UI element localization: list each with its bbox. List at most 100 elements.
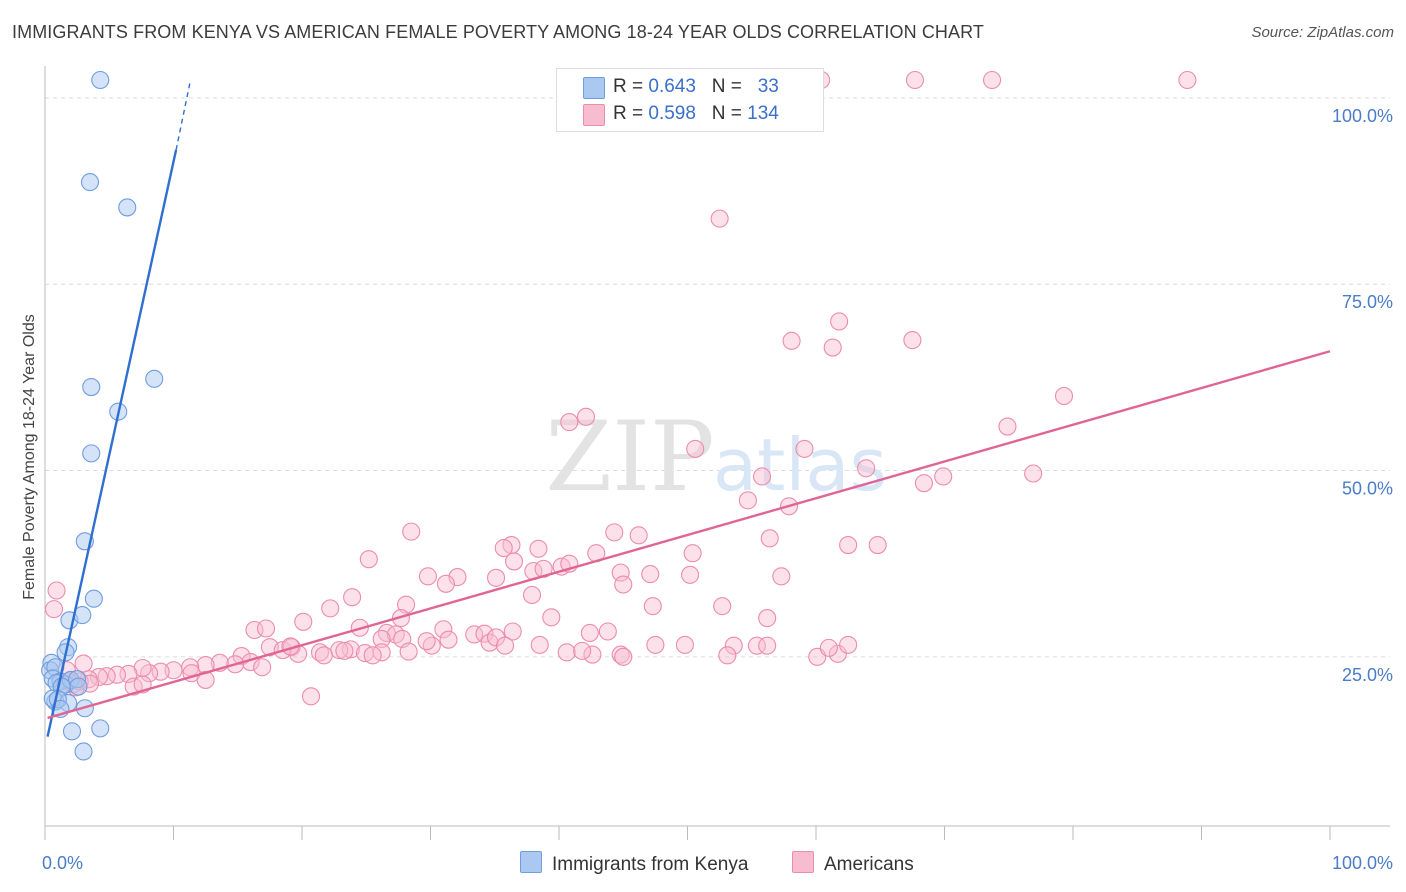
americans-point: [542, 608, 561, 627]
americans-point: [641, 565, 660, 584]
americans-point: [504, 552, 524, 571]
americans-point: [314, 646, 333, 665]
y-tick-label: 50.0%: [1342, 479, 1393, 499]
kenya-point: [145, 369, 164, 388]
americans-point: [74, 654, 93, 673]
kenya-point: [84, 589, 103, 608]
americans-point: [611, 645, 630, 664]
kenya-point: [118, 198, 137, 217]
americans-point: [914, 474, 933, 493]
bottom-legend-kenya: Immigrants from Kenya: [520, 851, 748, 876]
americans-point: [399, 642, 418, 661]
americans-point: [629, 526, 648, 545]
americans-point: [934, 467, 953, 486]
americans-point: [321, 599, 340, 618]
kenya-point: [69, 677, 88, 696]
americans-point: [495, 636, 515, 655]
kenya-point: [74, 742, 93, 761]
y-tick-label: 25.0%: [1342, 665, 1393, 685]
americans-point: [301, 687, 321, 706]
kenya-point: [82, 444, 101, 463]
americans-point: [580, 623, 599, 643]
americans-point: [245, 620, 264, 640]
americans-point: [905, 70, 924, 90]
americans-point: [718, 646, 737, 665]
bottom-legend-americans: Americans: [792, 851, 914, 876]
americans-point: [418, 567, 437, 586]
americans-point: [643, 597, 662, 616]
legend-kenya-n-label: N =: [711, 76, 748, 97]
americans-point: [439, 630, 458, 649]
americans-point: [253, 658, 272, 677]
x-tick-label: 0.0%: [42, 853, 83, 873]
kenya-trend-extension: [175, 81, 191, 151]
americans-point: [713, 597, 732, 616]
americans-point: [522, 585, 542, 605]
americans-point: [710, 209, 729, 228]
kenya-point: [82, 377, 101, 397]
americans-point: [151, 662, 170, 681]
kenya-points: [41, 70, 164, 761]
americans-point: [828, 644, 847, 663]
americans-point: [605, 523, 624, 542]
x-tick-labels: 0.0% 100.0%: [42, 853, 1393, 873]
americans-point: [758, 609, 777, 628]
legend-kenya-n-value: 33: [757, 76, 779, 97]
americans-point: [534, 559, 553, 578]
watermark-zip: ZIP: [545, 401, 714, 513]
y-axis-label: Female Poverty Among 18-24 Year Olds: [21, 314, 38, 600]
americans-point: [598, 622, 617, 641]
kenya-point: [91, 70, 110, 90]
chart-title: IMMIGRANTS FROM KENYA VS AMERICAN FEMALE…: [12, 22, 985, 42]
americans-point: [583, 645, 602, 664]
legend-americans-r-label: R =: [613, 103, 649, 124]
legend-americans-n-value: 134: [747, 103, 779, 124]
bottom-legend-kenya-label: Immigrants from Kenya: [552, 854, 749, 875]
americans-point: [196, 670, 215, 689]
gridlines: [45, 97, 1390, 658]
americans-point: [475, 624, 494, 643]
legend-kenya-r-label: R =: [613, 76, 649, 97]
americans-point: [747, 636, 766, 655]
watermark: ZIP atlas: [545, 401, 887, 513]
americans-point: [494, 538, 513, 558]
americans-point: [1178, 70, 1197, 90]
source-label: Source: ZipAtlas.com: [1251, 24, 1394, 41]
trend-lines: [46, 81, 1331, 737]
americans-point: [857, 459, 876, 478]
americans-point: [819, 638, 838, 657]
americans-point: [372, 629, 391, 648]
americans-point: [823, 338, 842, 357]
americans-point: [782, 331, 801, 350]
americans-point: [675, 635, 694, 654]
americans-point: [256, 619, 276, 638]
americans-point: [1054, 386, 1074, 406]
bottom-legend-americans-label: Americans: [824, 854, 914, 875]
americans-point: [724, 636, 743, 655]
americans-point: [434, 620, 453, 639]
kenya-trend-line: [46, 149, 178, 737]
bottom-legend-americans-swatch: [792, 851, 814, 873]
americans-point: [868, 535, 887, 555]
americans-point: [465, 625, 484, 644]
kenya-point: [80, 173, 100, 192]
americans-point: [982, 70, 1002, 90]
americans-point: [772, 567, 791, 586]
americans-point: [44, 600, 64, 619]
legend-swatch-kenya: [583, 77, 605, 99]
americans-point: [402, 522, 421, 541]
americans-point: [839, 535, 858, 555]
americans-point: [530, 635, 549, 654]
americans-point: [686, 439, 705, 458]
americans-point: [397, 595, 416, 614]
americans-point: [573, 641, 592, 660]
americans-point: [795, 439, 814, 458]
americans-point: [417, 632, 436, 651]
americans-point: [839, 635, 858, 654]
americans-point: [998, 417, 1017, 436]
americans-point: [448, 568, 467, 587]
americans-point: [576, 407, 596, 426]
y-tick-labels: 25.0% 50.0% 75.0% 100.0%: [1332, 106, 1393, 685]
y-tick-label: 100.0%: [1332, 106, 1393, 126]
